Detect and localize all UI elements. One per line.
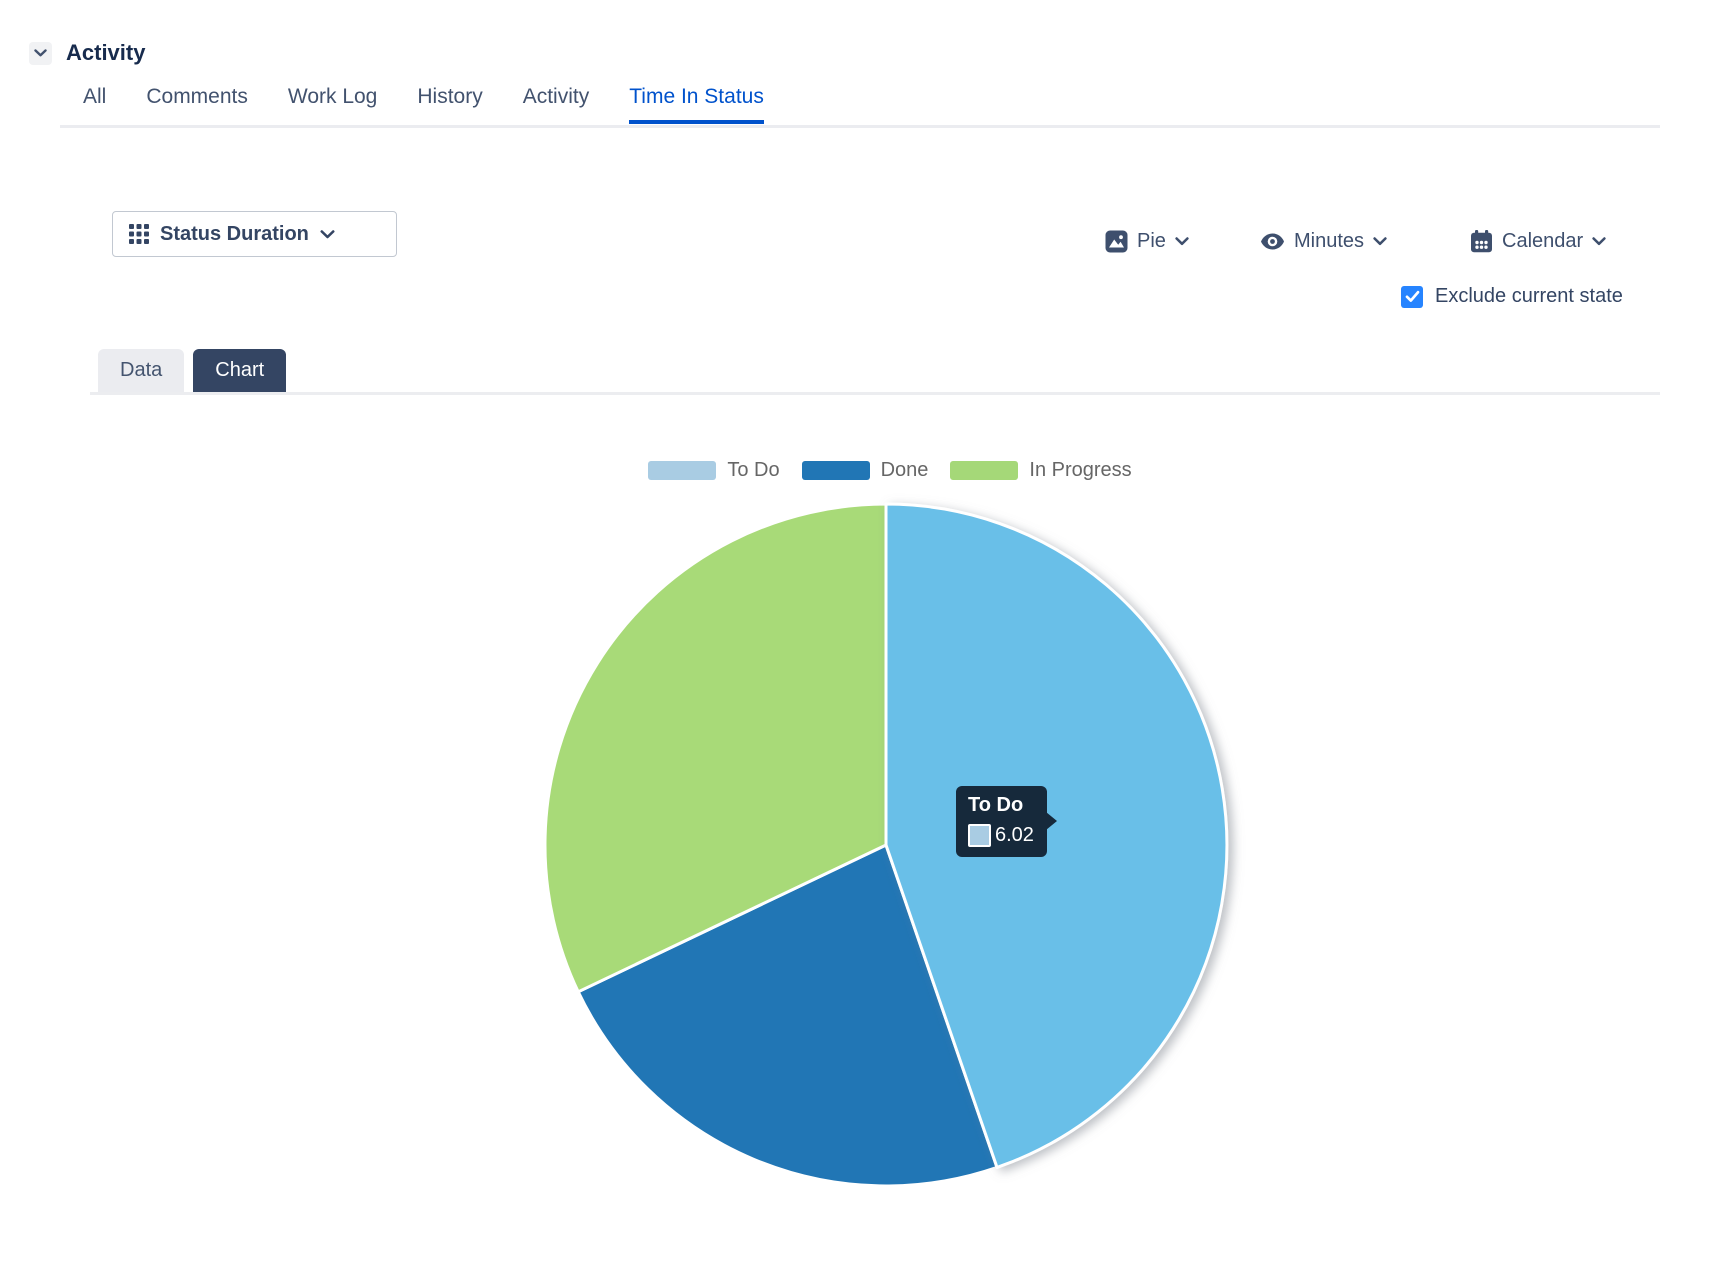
chevron-down-icon [34, 49, 47, 57]
tab-time-in-status[interactable]: Time In Status [629, 85, 764, 124]
tab-activity[interactable]: Activity [522, 85, 590, 108]
chart-legend: To Do Done In Progress [56, 459, 1724, 482]
legend-swatch-in-progress [950, 461, 1019, 480]
collapse-section-button[interactable] [29, 41, 52, 65]
unit-dropdown[interactable]: Minutes [1260, 226, 1387, 256]
tooltip-swatch [968, 824, 991, 847]
legend-item-in-progress[interactable]: In Progress [950, 459, 1132, 482]
calendar-dropdown[interactable]: Calendar [1470, 226, 1606, 256]
tooltip-value: 6.02 [995, 824, 1034, 846]
calendar-label: Calendar [1502, 229, 1584, 252]
tabs-underline [60, 125, 1660, 128]
legend-swatch-to-do [648, 461, 717, 480]
legend-item-done[interactable]: Done [801, 459, 929, 482]
section-title: Activity [66, 40, 146, 65]
legend-label-to-do: To Do [727, 459, 780, 481]
view-tabs-underline [90, 392, 1660, 395]
pie-chart-svg [543, 502, 1229, 1188]
chevron-down-icon [320, 229, 335, 239]
check-icon [1405, 290, 1420, 303]
tooltip-title: To Do [968, 794, 1024, 816]
chevron-down-icon [1175, 236, 1189, 246]
view-tabs: Data Chart [98, 349, 287, 392]
pie-slice-to-do[interactable] [884, 502, 1229, 1169]
tab-comments[interactable]: Comments [146, 85, 248, 108]
tab-work-log[interactable]: Work Log [287, 85, 378, 108]
chart-type-label: Pie [1137, 229, 1166, 252]
chevron-down-icon [1592, 236, 1606, 246]
calendar-icon [1470, 229, 1493, 253]
view-tab-chart[interactable]: Chart [193, 349, 287, 392]
tab-history[interactable]: History [417, 85, 483, 108]
exclude-current-state-checkbox[interactable] [1401, 285, 1423, 308]
chart-tooltip: To Do 6.02 [956, 786, 1057, 857]
legend-item-to-do[interactable]: To Do [648, 459, 780, 482]
tooltip-arrow [1045, 812, 1057, 830]
pie-chart [486, 445, 1286, 1245]
view-tab-data[interactable]: Data [98, 349, 185, 392]
exclude-current-state-label[interactable]: Exclude current state [1435, 285, 1623, 307]
pie-slice-in-progress[interactable] [543, 502, 888, 994]
chart-type-dropdown[interactable]: Pie [1105, 226, 1189, 256]
legend-swatch-done [801, 461, 870, 480]
grid-icon [129, 224, 149, 244]
chevron-down-icon [1373, 236, 1387, 246]
unit-label: Minutes [1294, 229, 1365, 252]
activity-section-header: Activity [29, 40, 145, 66]
picture-icon [1105, 230, 1128, 253]
legend-label-done: Done [880, 459, 929, 481]
exclude-current-state-option[interactable]: Exclude current state [1401, 285, 1623, 308]
legend-label-in-progress: In Progress [1029, 459, 1132, 481]
status-duration-dropdown[interactable]: Status Duration [112, 211, 397, 257]
pie-slice-done[interactable] [576, 843, 999, 1188]
status-duration-label: Status Duration [160, 222, 309, 245]
activity-tabs: All Comments Work Log History Activity T… [83, 85, 764, 124]
pie-slices [543, 502, 1229, 1188]
tab-all[interactable]: All [83, 85, 107, 108]
eye-icon [1260, 233, 1285, 250]
